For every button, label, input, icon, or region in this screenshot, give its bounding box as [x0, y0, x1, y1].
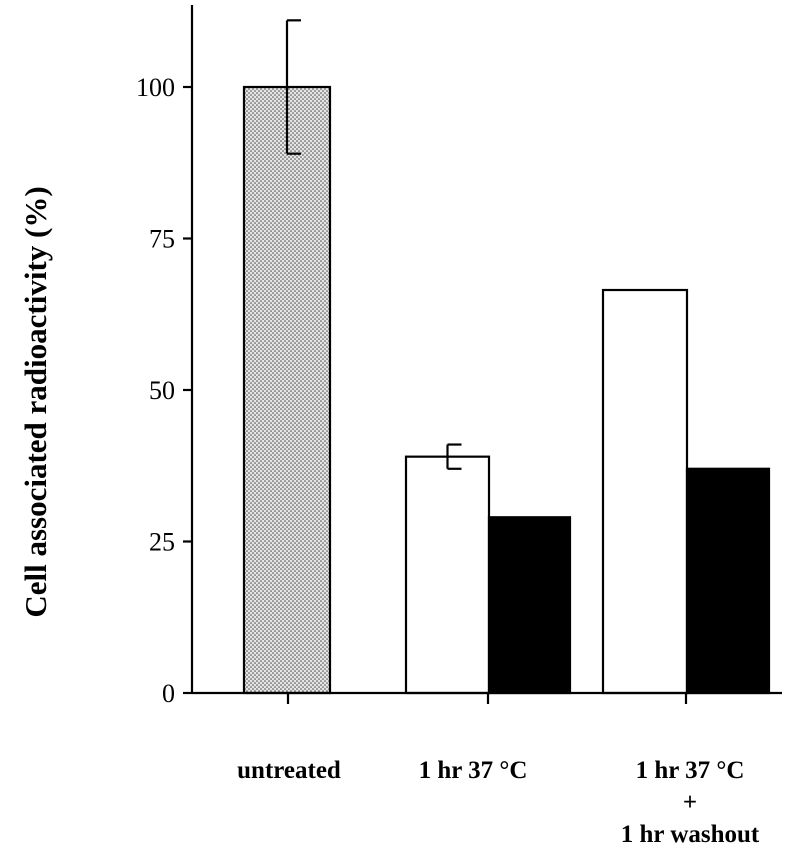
- bar-3-series-2: [601, 288, 689, 695]
- category-label-3-line-2: +: [683, 789, 697, 816]
- bar-1-series-1: [242, 85, 332, 695]
- axes-layer: [183, 5, 782, 704]
- y-tick-label-0: 0: [162, 679, 175, 708]
- error-bar-1-series-1: [285, 19, 301, 155]
- y-tick-label-25: 25: [149, 528, 175, 557]
- category-label-2-line-1: 1 hr 37 °C: [419, 757, 528, 784]
- bar-2-series-3: [487, 516, 572, 695]
- y-axis-title: Cell associated radioactivity (%): [18, 186, 53, 617]
- y-tick-label-50: 50: [149, 376, 175, 405]
- category-label-1-line-1: untreated: [237, 757, 341, 784]
- category-label-3-line-3: 1 hr washout: [621, 821, 760, 848]
- bars-layer: [242, 19, 771, 695]
- category-label-3-line-1: 1 hr 37 °C: [636, 757, 745, 784]
- error-bar-2-series-2: [446, 443, 462, 470]
- y-tick-label-75: 75: [149, 225, 175, 254]
- labels-layer: 0 25 50 75 100 untreated 1 hr 37 °C 1 hr 37 °C +…: [18, 73, 760, 848]
- y-tick-label-100: 100: [136, 73, 175, 102]
- bar-2-series-2: [404, 455, 491, 695]
- bar-3-series-3: [685, 467, 771, 695]
